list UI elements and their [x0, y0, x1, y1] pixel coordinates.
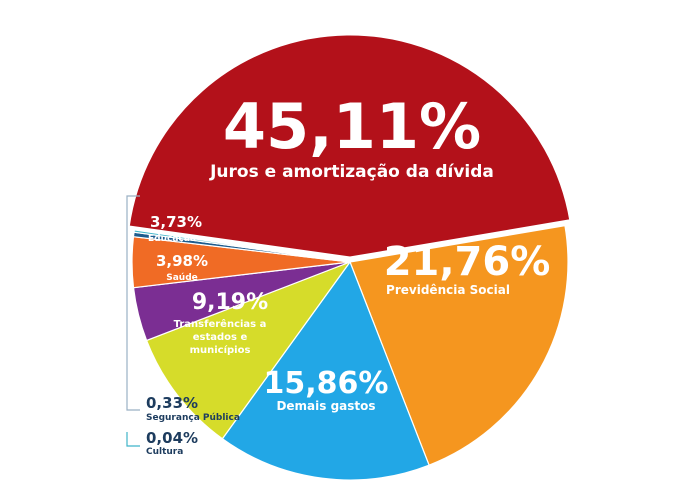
slice-label-value-educacao: 3,73% [150, 213, 202, 231]
slice-label-name-previdencia: Previdência Social [386, 283, 510, 297]
slice-label-value-transferencias: 9,19% [192, 290, 268, 315]
slice-label-name-educacao: Educação [148, 234, 196, 244]
slice-label-name-saude: Saúde [166, 273, 198, 283]
slice-label-value-demais: 15,86% [264, 366, 389, 401]
slice-label-name-transferencias-line1: Transferências a [174, 318, 267, 330]
ext-label-value-cultura: 0,04% [146, 429, 198, 447]
slice-label-name-transferencias-line3: municípios [190, 344, 251, 356]
slice-label-value-previdencia: 21,76% [384, 239, 551, 285]
pie-slice-transferencias [145, 260, 352, 440]
slice-label-name-demais: Demais gastos [276, 399, 375, 413]
pie-slice-demais [221, 260, 430, 481]
ext-label-name-cultura: Cultura [146, 447, 183, 457]
leader-line-cultura [126, 432, 140, 447]
pie-slice-previdencia [349, 224, 569, 466]
slice-label-name-transferencias-line2: estados e [193, 332, 248, 343]
slice-label-value-saude: 3,98% [156, 252, 208, 270]
slice-label-name-juros: Juros e amortização da dívida [209, 162, 494, 182]
pie-slice-juros [126, 32, 573, 260]
slice-label-value-juros: 45,11% [223, 90, 481, 163]
leader-line-bracket [126, 195, 140, 411]
ext-label-value-seguranca: 0,33% [146, 394, 198, 412]
pie-slice-cultura [133, 229, 351, 263]
ext-label-name-seguranca: Segurança Pública [146, 413, 240, 423]
pie-slices [126, 32, 573, 481]
